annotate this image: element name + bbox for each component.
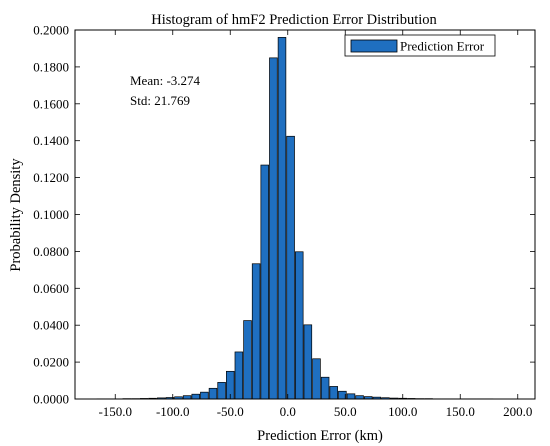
histogram-bar (312, 358, 321, 400)
y-axis-ticks: 0.0000 0.0200 0.0400 0.0600 0.0800 0.1000 0.12… (33, 23, 535, 407)
histogram-bar (295, 251, 304, 400)
histogram-bar (217, 382, 226, 400)
x-tick-label: 100.0 (388, 404, 417, 419)
histogram-bar (286, 135, 295, 400)
histogram-bar (191, 393, 200, 400)
histogram-bar (234, 351, 244, 400)
histogram-bar (269, 57, 278, 400)
legend-label: Prediction Error (400, 39, 485, 54)
y-tick-label: 0.0000 (33, 392, 69, 407)
histogram-bar (303, 324, 313, 400)
y-tick-label: 0.1800 (33, 59, 69, 74)
legend: Prediction Error (344, 34, 496, 57)
histogram-bar (260, 164, 269, 400)
x-tick-label: 0.0 (280, 404, 296, 419)
legend-swatch (350, 39, 398, 53)
y-axis-title: Probability Density (8, 158, 24, 272)
chart-title: Histogram of hmF2 Prediction Error Distr… (151, 12, 437, 28)
histogram-bar (200, 391, 209, 400)
y-tick-label: 0.0400 (33, 318, 69, 333)
y-tick-label: 0.1000 (33, 207, 69, 222)
y-tick-label: 0.0600 (33, 281, 69, 296)
std-annotation: Std: 21.769 (130, 93, 190, 108)
x-tick-label: -100.0 (156, 404, 190, 419)
x-tick-label: 150.0 (446, 404, 475, 419)
x-axis-ticks: -150.0 -100.0 -50.0 0.0 50.0 100.0 150.0 200.0 (98, 30, 532, 419)
histogram-bar (346, 393, 356, 400)
histogram-bar (320, 376, 330, 400)
histogram-bar (251, 263, 261, 400)
y-tick-label: 0.2000 (33, 23, 69, 38)
x-tick-label: 50.0 (334, 404, 357, 419)
y-tick-label: 0.1600 (33, 96, 69, 111)
x-tick-label: -150.0 (98, 404, 132, 419)
x-tick-label: 200.0 (503, 404, 532, 419)
histogram-bar (329, 386, 338, 400)
y-tick-label: 0.0200 (33, 355, 69, 370)
x-tick-label: -50.0 (217, 404, 244, 419)
histogram-bar (243, 320, 252, 400)
x-axis-title: Prediction Error (km) (257, 428, 383, 444)
y-tick-label: 0.0800 (33, 244, 69, 259)
y-tick-label: 0.1400 (33, 133, 69, 148)
histogram-bar (208, 387, 218, 400)
y-tick-label: 0.1200 (33, 170, 69, 185)
mean-annotation: Mean: -3.274 (130, 73, 201, 88)
histogram-bar (277, 37, 287, 400)
